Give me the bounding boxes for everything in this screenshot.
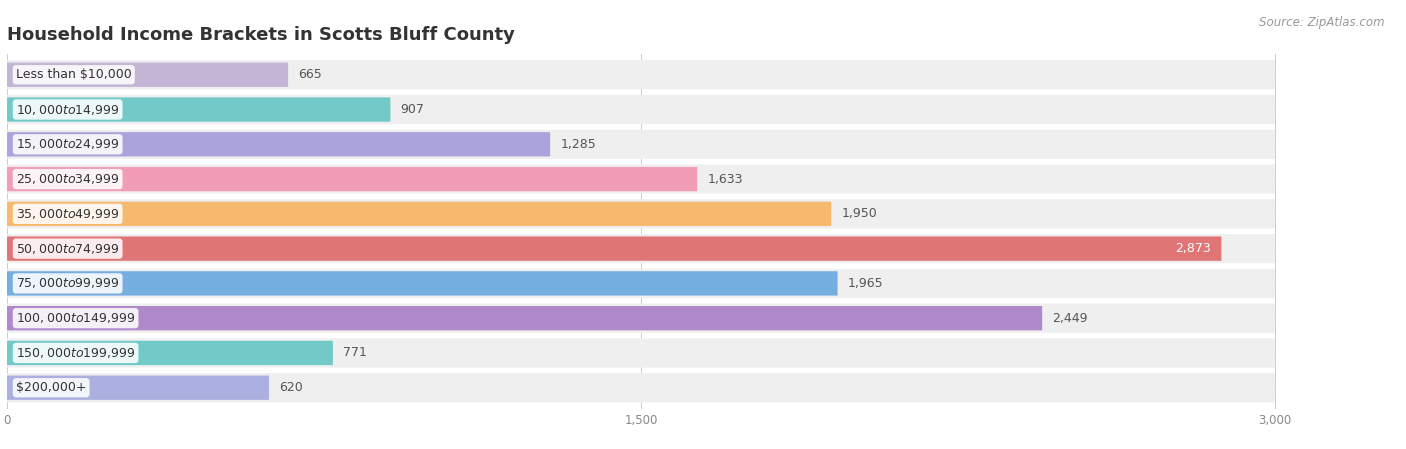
FancyBboxPatch shape bbox=[7, 341, 333, 365]
Text: $50,000 to $74,999: $50,000 to $74,999 bbox=[15, 242, 120, 255]
FancyBboxPatch shape bbox=[7, 130, 1275, 159]
Text: $75,000 to $99,999: $75,000 to $99,999 bbox=[15, 277, 120, 291]
FancyBboxPatch shape bbox=[7, 199, 1275, 229]
Text: $200,000+: $200,000+ bbox=[15, 381, 86, 394]
Text: 620: 620 bbox=[280, 381, 302, 394]
Text: 1,950: 1,950 bbox=[841, 207, 877, 220]
Text: 2,873: 2,873 bbox=[1175, 242, 1211, 255]
Text: 907: 907 bbox=[401, 103, 425, 116]
FancyBboxPatch shape bbox=[7, 132, 550, 156]
Text: $150,000 to $199,999: $150,000 to $199,999 bbox=[15, 346, 135, 360]
Text: $35,000 to $49,999: $35,000 to $49,999 bbox=[15, 207, 120, 221]
Text: 665: 665 bbox=[298, 68, 322, 81]
FancyBboxPatch shape bbox=[7, 97, 391, 122]
FancyBboxPatch shape bbox=[7, 373, 1275, 402]
Text: Source: ZipAtlas.com: Source: ZipAtlas.com bbox=[1260, 16, 1385, 29]
FancyBboxPatch shape bbox=[7, 304, 1275, 333]
Text: $100,000 to $149,999: $100,000 to $149,999 bbox=[15, 311, 135, 325]
Text: Household Income Brackets in Scotts Bluff County: Household Income Brackets in Scotts Bluf… bbox=[7, 26, 515, 44]
FancyBboxPatch shape bbox=[7, 306, 1042, 330]
Text: $10,000 to $14,999: $10,000 to $14,999 bbox=[15, 102, 120, 117]
FancyBboxPatch shape bbox=[7, 237, 1222, 261]
FancyBboxPatch shape bbox=[7, 375, 269, 400]
Text: 2,449: 2,449 bbox=[1052, 312, 1088, 325]
FancyBboxPatch shape bbox=[7, 167, 697, 191]
FancyBboxPatch shape bbox=[7, 269, 1275, 298]
FancyBboxPatch shape bbox=[7, 95, 1275, 124]
Text: 771: 771 bbox=[343, 347, 367, 360]
Text: Less than $10,000: Less than $10,000 bbox=[15, 68, 132, 81]
FancyBboxPatch shape bbox=[7, 202, 831, 226]
Text: 1,965: 1,965 bbox=[848, 277, 883, 290]
Text: $15,000 to $24,999: $15,000 to $24,999 bbox=[15, 137, 120, 151]
FancyBboxPatch shape bbox=[7, 62, 288, 87]
Text: $25,000 to $34,999: $25,000 to $34,999 bbox=[15, 172, 120, 186]
Text: 1,633: 1,633 bbox=[707, 172, 742, 185]
Text: 1,285: 1,285 bbox=[561, 138, 596, 151]
FancyBboxPatch shape bbox=[7, 164, 1275, 194]
FancyBboxPatch shape bbox=[7, 271, 838, 295]
FancyBboxPatch shape bbox=[7, 339, 1275, 368]
FancyBboxPatch shape bbox=[7, 234, 1275, 263]
FancyBboxPatch shape bbox=[7, 60, 1275, 89]
